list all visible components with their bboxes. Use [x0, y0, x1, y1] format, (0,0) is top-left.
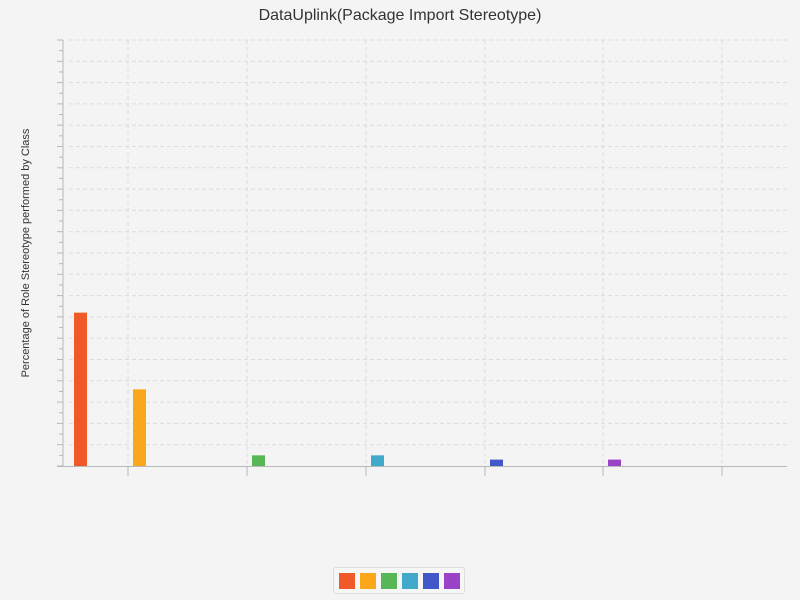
- axis-layer: [57, 39, 787, 476]
- chart-title: DataUplink(Package Import Stereotype): [258, 7, 542, 24]
- bar-layer: [74, 312, 621, 466]
- grid-layer: [69, 39, 787, 466]
- bar-3: [252, 455, 265, 466]
- legend-swatch-3[interactable]: [380, 572, 397, 589]
- legend-swatch-4[interactable]: [401, 572, 418, 589]
- bar-5: [490, 459, 503, 466]
- legend: [333, 567, 465, 594]
- bar-6: [608, 459, 621, 466]
- legend-swatch-1[interactable]: [338, 572, 355, 589]
- bar-1: [74, 312, 87, 466]
- bar-4: [371, 455, 384, 466]
- bar-2: [133, 389, 146, 466]
- legend-swatch-6[interactable]: [443, 572, 460, 589]
- legend-swatch-2[interactable]: [359, 572, 376, 589]
- legend-swatch-5[interactable]: [422, 572, 439, 589]
